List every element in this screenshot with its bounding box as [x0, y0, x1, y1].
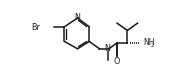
Text: N: N — [105, 44, 110, 53]
Text: O: O — [114, 57, 120, 66]
Text: N: N — [75, 13, 80, 22]
Text: 2: 2 — [151, 43, 154, 48]
Text: Br: Br — [31, 23, 40, 32]
Text: NH: NH — [143, 38, 155, 47]
